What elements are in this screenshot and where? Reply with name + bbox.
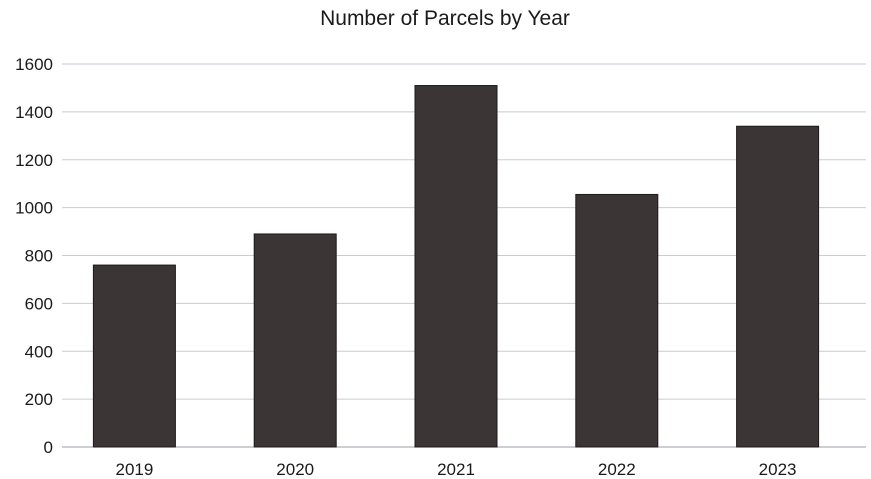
y-tick-label: 600 xyxy=(25,294,53,313)
y-tick-label: 400 xyxy=(25,342,53,361)
x-tick-label: 2019 xyxy=(115,460,153,479)
x-tick-label: 2020 xyxy=(276,460,314,479)
y-tick-label: 0 xyxy=(44,438,53,457)
bar-2022 xyxy=(575,193,659,448)
bar-2019 xyxy=(92,264,176,448)
bar-2023 xyxy=(736,125,820,448)
bars xyxy=(92,85,820,448)
x-tick-label: 2023 xyxy=(759,460,797,479)
chart-title: Number of Parcels by Year xyxy=(320,7,570,30)
y-tick-label: 1000 xyxy=(15,199,53,218)
bar-2021 xyxy=(414,85,498,448)
y-tick-label: 1600 xyxy=(15,55,53,74)
y-tick-label: 1400 xyxy=(15,103,53,122)
x-tick-label: 2021 xyxy=(437,460,475,479)
y-axis-ticks: 0 200 400 600 800 1000 1200 1400 1600 xyxy=(15,55,53,457)
y-tick-label: 200 xyxy=(25,390,53,409)
x-axis-ticks: 2019 2020 2021 2022 2023 xyxy=(115,460,796,479)
bar-2020 xyxy=(253,233,337,448)
y-tick-label: 1200 xyxy=(15,151,53,170)
y-tick-label: 800 xyxy=(25,247,53,266)
x-tick-label: 2022 xyxy=(598,460,636,479)
